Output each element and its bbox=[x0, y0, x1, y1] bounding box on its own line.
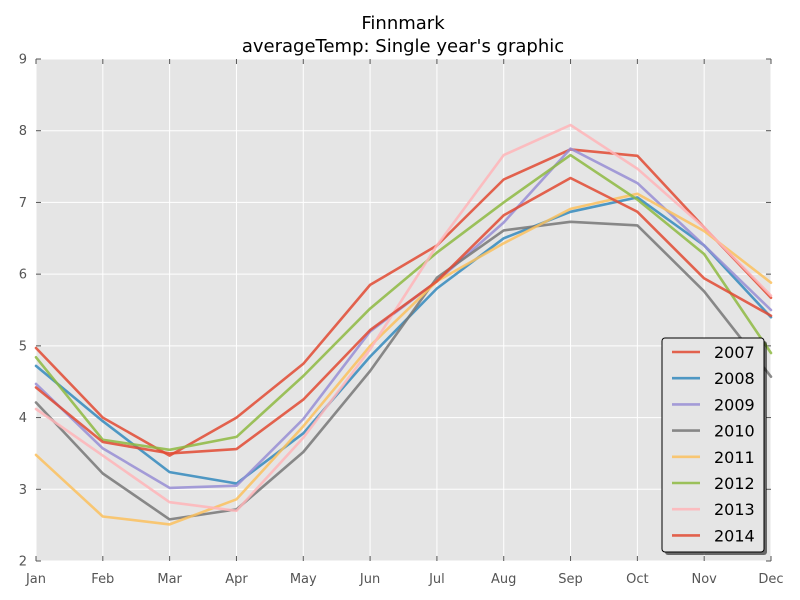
x-tick-label: Jul bbox=[428, 572, 445, 587]
y-tick-label: 7 bbox=[19, 196, 27, 211]
x-tick-label: May bbox=[290, 572, 317, 587]
legend-box bbox=[661, 337, 765, 553]
x-tick-label: Jun bbox=[359, 572, 380, 587]
x-tick-label: Dec bbox=[758, 572, 783, 587]
legend-label-2012: 2012 bbox=[714, 474, 755, 493]
legend-label-2010: 2010 bbox=[714, 422, 755, 441]
x-tick-label: Apr bbox=[225, 572, 248, 587]
legend-label-2009: 2009 bbox=[714, 395, 755, 414]
x-tick-label: Mar bbox=[157, 572, 182, 587]
x-tick-label: Nov bbox=[691, 572, 717, 587]
y-tick-label: 5 bbox=[19, 339, 27, 354]
legend-label-2007: 2007 bbox=[714, 343, 755, 362]
x-tick-label: Oct bbox=[626, 572, 648, 587]
y-tick-label: 2 bbox=[19, 555, 27, 570]
plot-background bbox=[36, 59, 771, 561]
x-tick-label: Aug bbox=[491, 572, 516, 587]
plot-area: 2 3 4 5 6 7 8 9 Jan Feb Mar Apr May Jun Jul Aug Sep Oct No… bbox=[19, 53, 784, 588]
series-line-2014 bbox=[34, 176, 773, 455]
series-line-2013 bbox=[34, 123, 773, 513]
x-tick-label: Sep bbox=[558, 572, 583, 587]
series-line-2011 bbox=[34, 192, 773, 526]
legend-label-2011: 2011 bbox=[714, 448, 755, 467]
y-tick-label: 9 bbox=[19, 53, 27, 68]
series-line-2012 bbox=[34, 153, 773, 452]
legend: 2007 2008 2009 2010 2011 2012 2013 2014 bbox=[661, 337, 767, 555]
legend-label-2014: 2014 bbox=[714, 526, 755, 545]
y-tick-label: 3 bbox=[19, 483, 27, 498]
y-tick-label: 8 bbox=[19, 124, 27, 139]
chart-subtitle: averageTemp: Single year's graphic bbox=[242, 36, 564, 57]
legend-label-2008: 2008 bbox=[714, 369, 755, 388]
x-tick-label: Jan bbox=[25, 572, 46, 587]
series-line-2010 bbox=[34, 220, 773, 521]
chart-title: Finnmark bbox=[361, 13, 445, 34]
legend-label-2013: 2013 bbox=[714, 500, 755, 519]
y-tick-label: 6 bbox=[19, 268, 27, 283]
y-tick-label: 4 bbox=[19, 411, 27, 426]
x-tick-label: Feb bbox=[91, 572, 114, 587]
